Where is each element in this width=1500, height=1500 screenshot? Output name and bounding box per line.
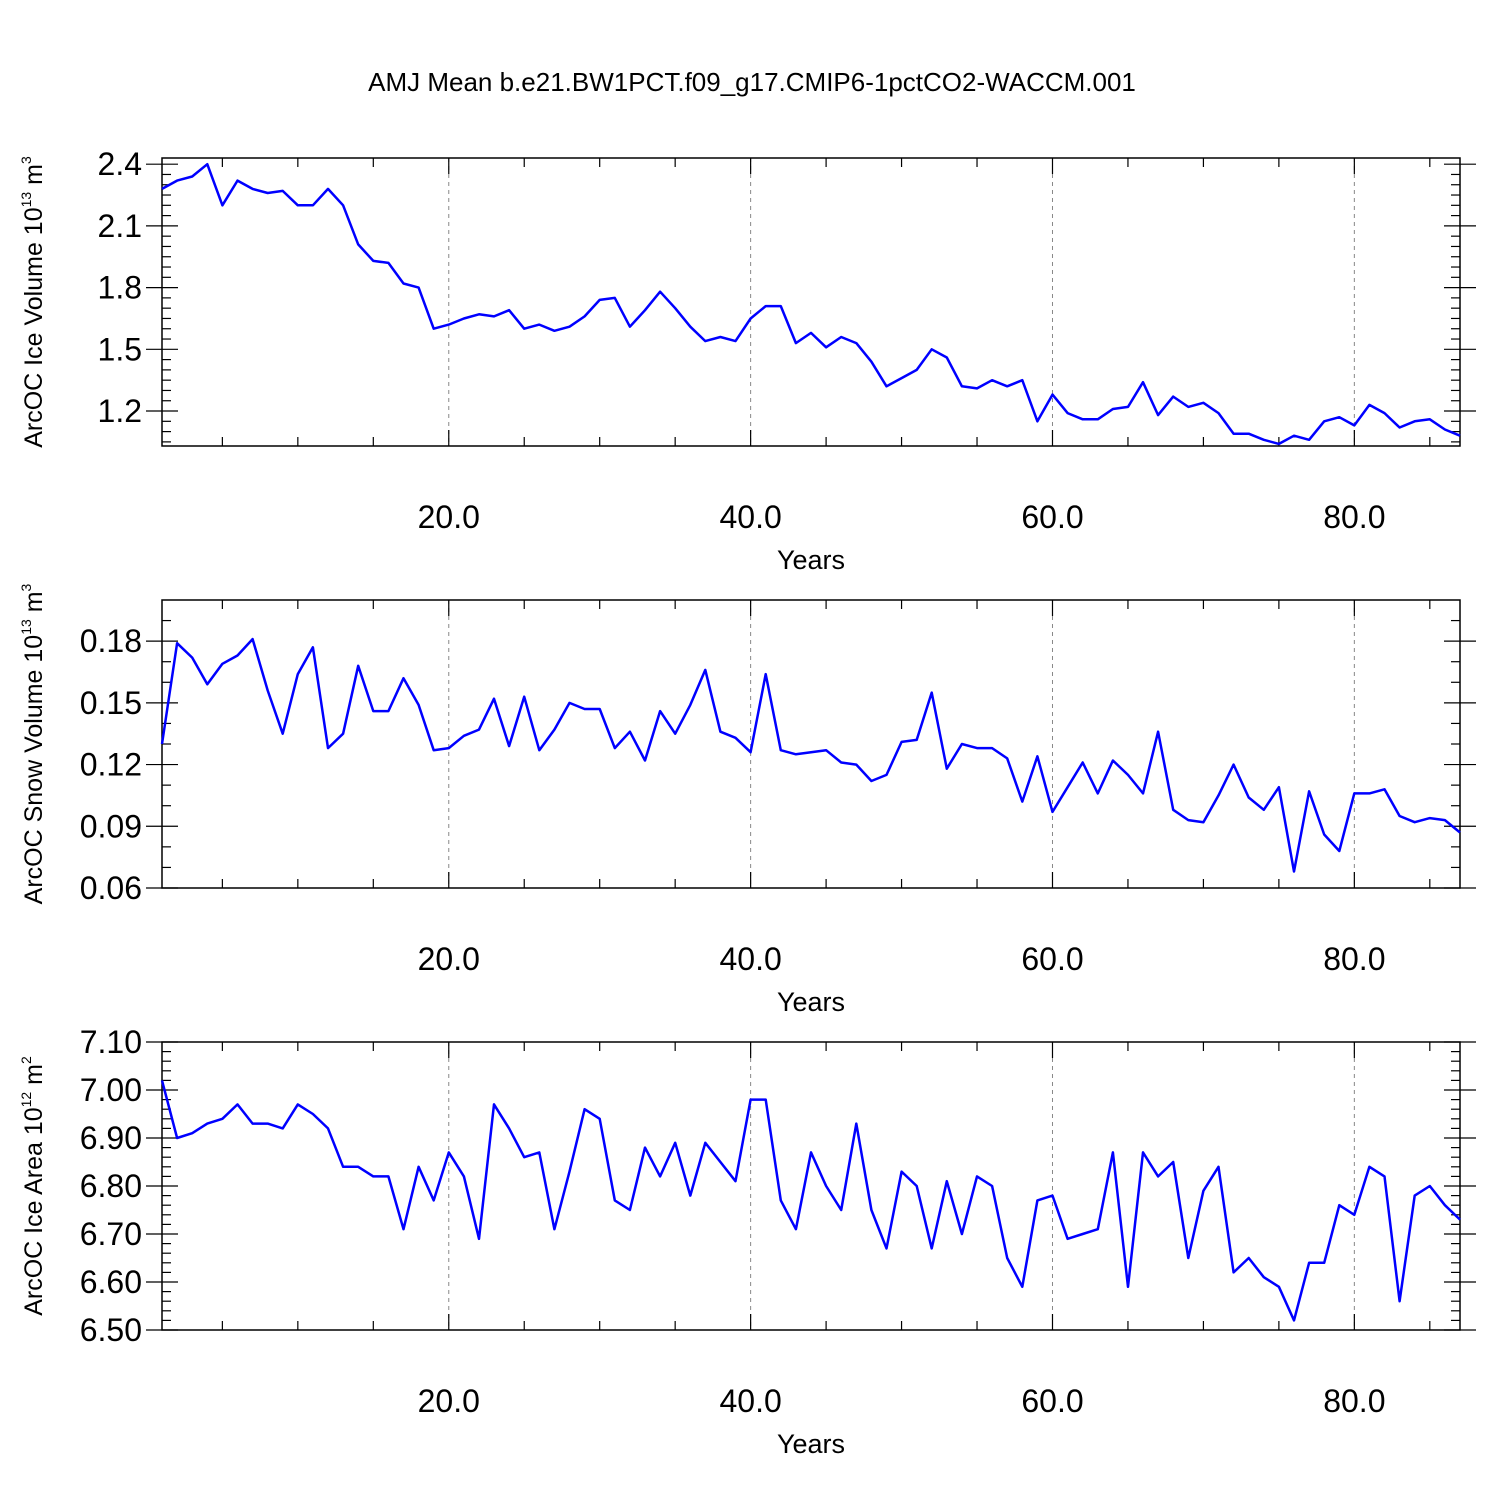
ice-area-x-tick-label: 20.0 <box>418 1383 480 1419</box>
ice-area-y-axis-title-unit: m <box>20 1064 48 1092</box>
ice-area-y-axis-title-main: ArcOC Ice Area 10 <box>20 1107 48 1315</box>
snow-volume-series-line <box>160 637 1461 873</box>
ice-area-x-tick-label: 80.0 <box>1323 1383 1385 1419</box>
ice-area-y-tick-label: 6.80 <box>80 1168 142 1204</box>
ice-volume-y-axis-title-unit: m <box>20 164 48 192</box>
snow-volume-y-tick-label: 0.06 <box>80 870 142 906</box>
ice-volume-y-tick-label: 2.1 <box>98 208 142 244</box>
ice-volume-y-tick-label: 1.5 <box>98 331 142 367</box>
ice-area-y-tick-label: 6.70 <box>80 1216 142 1252</box>
ice-volume-panel: 1.2 1.5 1.8 2.1 2.4 20.0 40.0 60.0 80.0 Years ArcO… <box>18 146 1476 575</box>
snow-volume-y-axis-title-unit-exponent: 3 <box>18 583 34 591</box>
ice-area-y-axis-title-unit-exponent: 2 <box>18 1056 34 1064</box>
figure-title: AMJ Mean b.e21.BW1PCT.f09_g17.CMIP6-1pct… <box>368 67 1136 97</box>
ice-area-y-tick-label: 7.00 <box>80 1072 142 1108</box>
ice-area-x-axis-title: Years <box>777 1429 845 1459</box>
ice-area-y-tick-label: 6.60 <box>80 1264 142 1300</box>
ice-area-x-tick-label: 40.0 <box>719 1383 781 1419</box>
ice-volume-x-tick-label: 40.0 <box>719 499 781 535</box>
ice-area-panel: 6.50 6.60 6.70 6.80 6.90 7.00 7.10 20.0 40.0 60.0… <box>18 1024 1476 1459</box>
snow-volume-y-axis-title-unit: m <box>20 591 48 619</box>
snow-volume-x-axis-title: Years <box>777 987 845 1017</box>
ice-volume-y-axis-title-unit-exponent: 3 <box>18 156 34 164</box>
snow-volume-x-tick-label: 80.0 <box>1323 941 1385 977</box>
ice-volume-x-tick-label: 20.0 <box>418 499 480 535</box>
ice-area-x-tick-label: 60.0 <box>1021 1383 1083 1419</box>
ice-area-y-axis-title-exponent: 12 <box>18 1092 34 1108</box>
ice-volume-x-tick-label: 60.0 <box>1021 499 1083 535</box>
ice-area-y-axis-title: ArcOC Ice Area 1012 m2 <box>18 1056 48 1316</box>
snow-volume-y-tick-label: 0.18 <box>80 623 142 659</box>
snow-volume-x-tick-label: 60.0 <box>1021 941 1083 977</box>
ice-volume-y-axis-title-main: ArcOC Ice Volume 10 <box>20 207 48 447</box>
ice-volume-y-tick-label: 1.2 <box>98 393 142 429</box>
snow-volume-y-tick-label: 0.15 <box>80 685 142 721</box>
ice-volume-y-axis-title: ArcOC Ice Volume 1013 m3 <box>18 156 48 448</box>
snow-volume-y-tick-label: 0.12 <box>80 747 142 783</box>
snow-volume-x-tick-label: 40.0 <box>719 941 781 977</box>
ice-volume-plot-frame <box>161 157 1461 447</box>
snow-volume-y-axis-title: ArcOC Snow Volume 1013 m3 <box>18 583 48 904</box>
ice-volume-series-line <box>161 162 1461 446</box>
ice-area-y-tick-label: 7.10 <box>80 1024 142 1060</box>
snow-volume-y-axis-title-main: ArcOC Snow Volume 10 <box>20 635 48 905</box>
snow-volume-plot-frame <box>161 599 1461 889</box>
ice-volume-x-tick-label: 80.0 <box>1323 499 1385 535</box>
ice-area-plot-frame <box>161 1041 1461 1331</box>
snow-volume-panel: 0.06 0.09 0.12 0.15 0.18 20.0 40.0 60.0 80.0 Year… <box>18 583 1476 1017</box>
ice-area-y-tick-label: 6.50 <box>80 1312 142 1348</box>
snow-volume-x-tick-label: 20.0 <box>418 941 480 977</box>
ice-area-y-tick-label: 6.90 <box>80 1120 142 1156</box>
snow-volume-y-tick-label: 0.09 <box>80 808 142 844</box>
snow-volume-y-axis-title-exponent: 13 <box>18 619 34 635</box>
ice-volume-y-axis-title-exponent: 13 <box>18 192 34 208</box>
ice-volume-y-tick-label: 1.8 <box>98 270 142 306</box>
ice-area-series-line <box>160 1080 1461 1322</box>
ice-volume-y-tick-label: 2.4 <box>98 146 142 182</box>
ice-volume-x-axis-title: Years <box>777 545 845 575</box>
